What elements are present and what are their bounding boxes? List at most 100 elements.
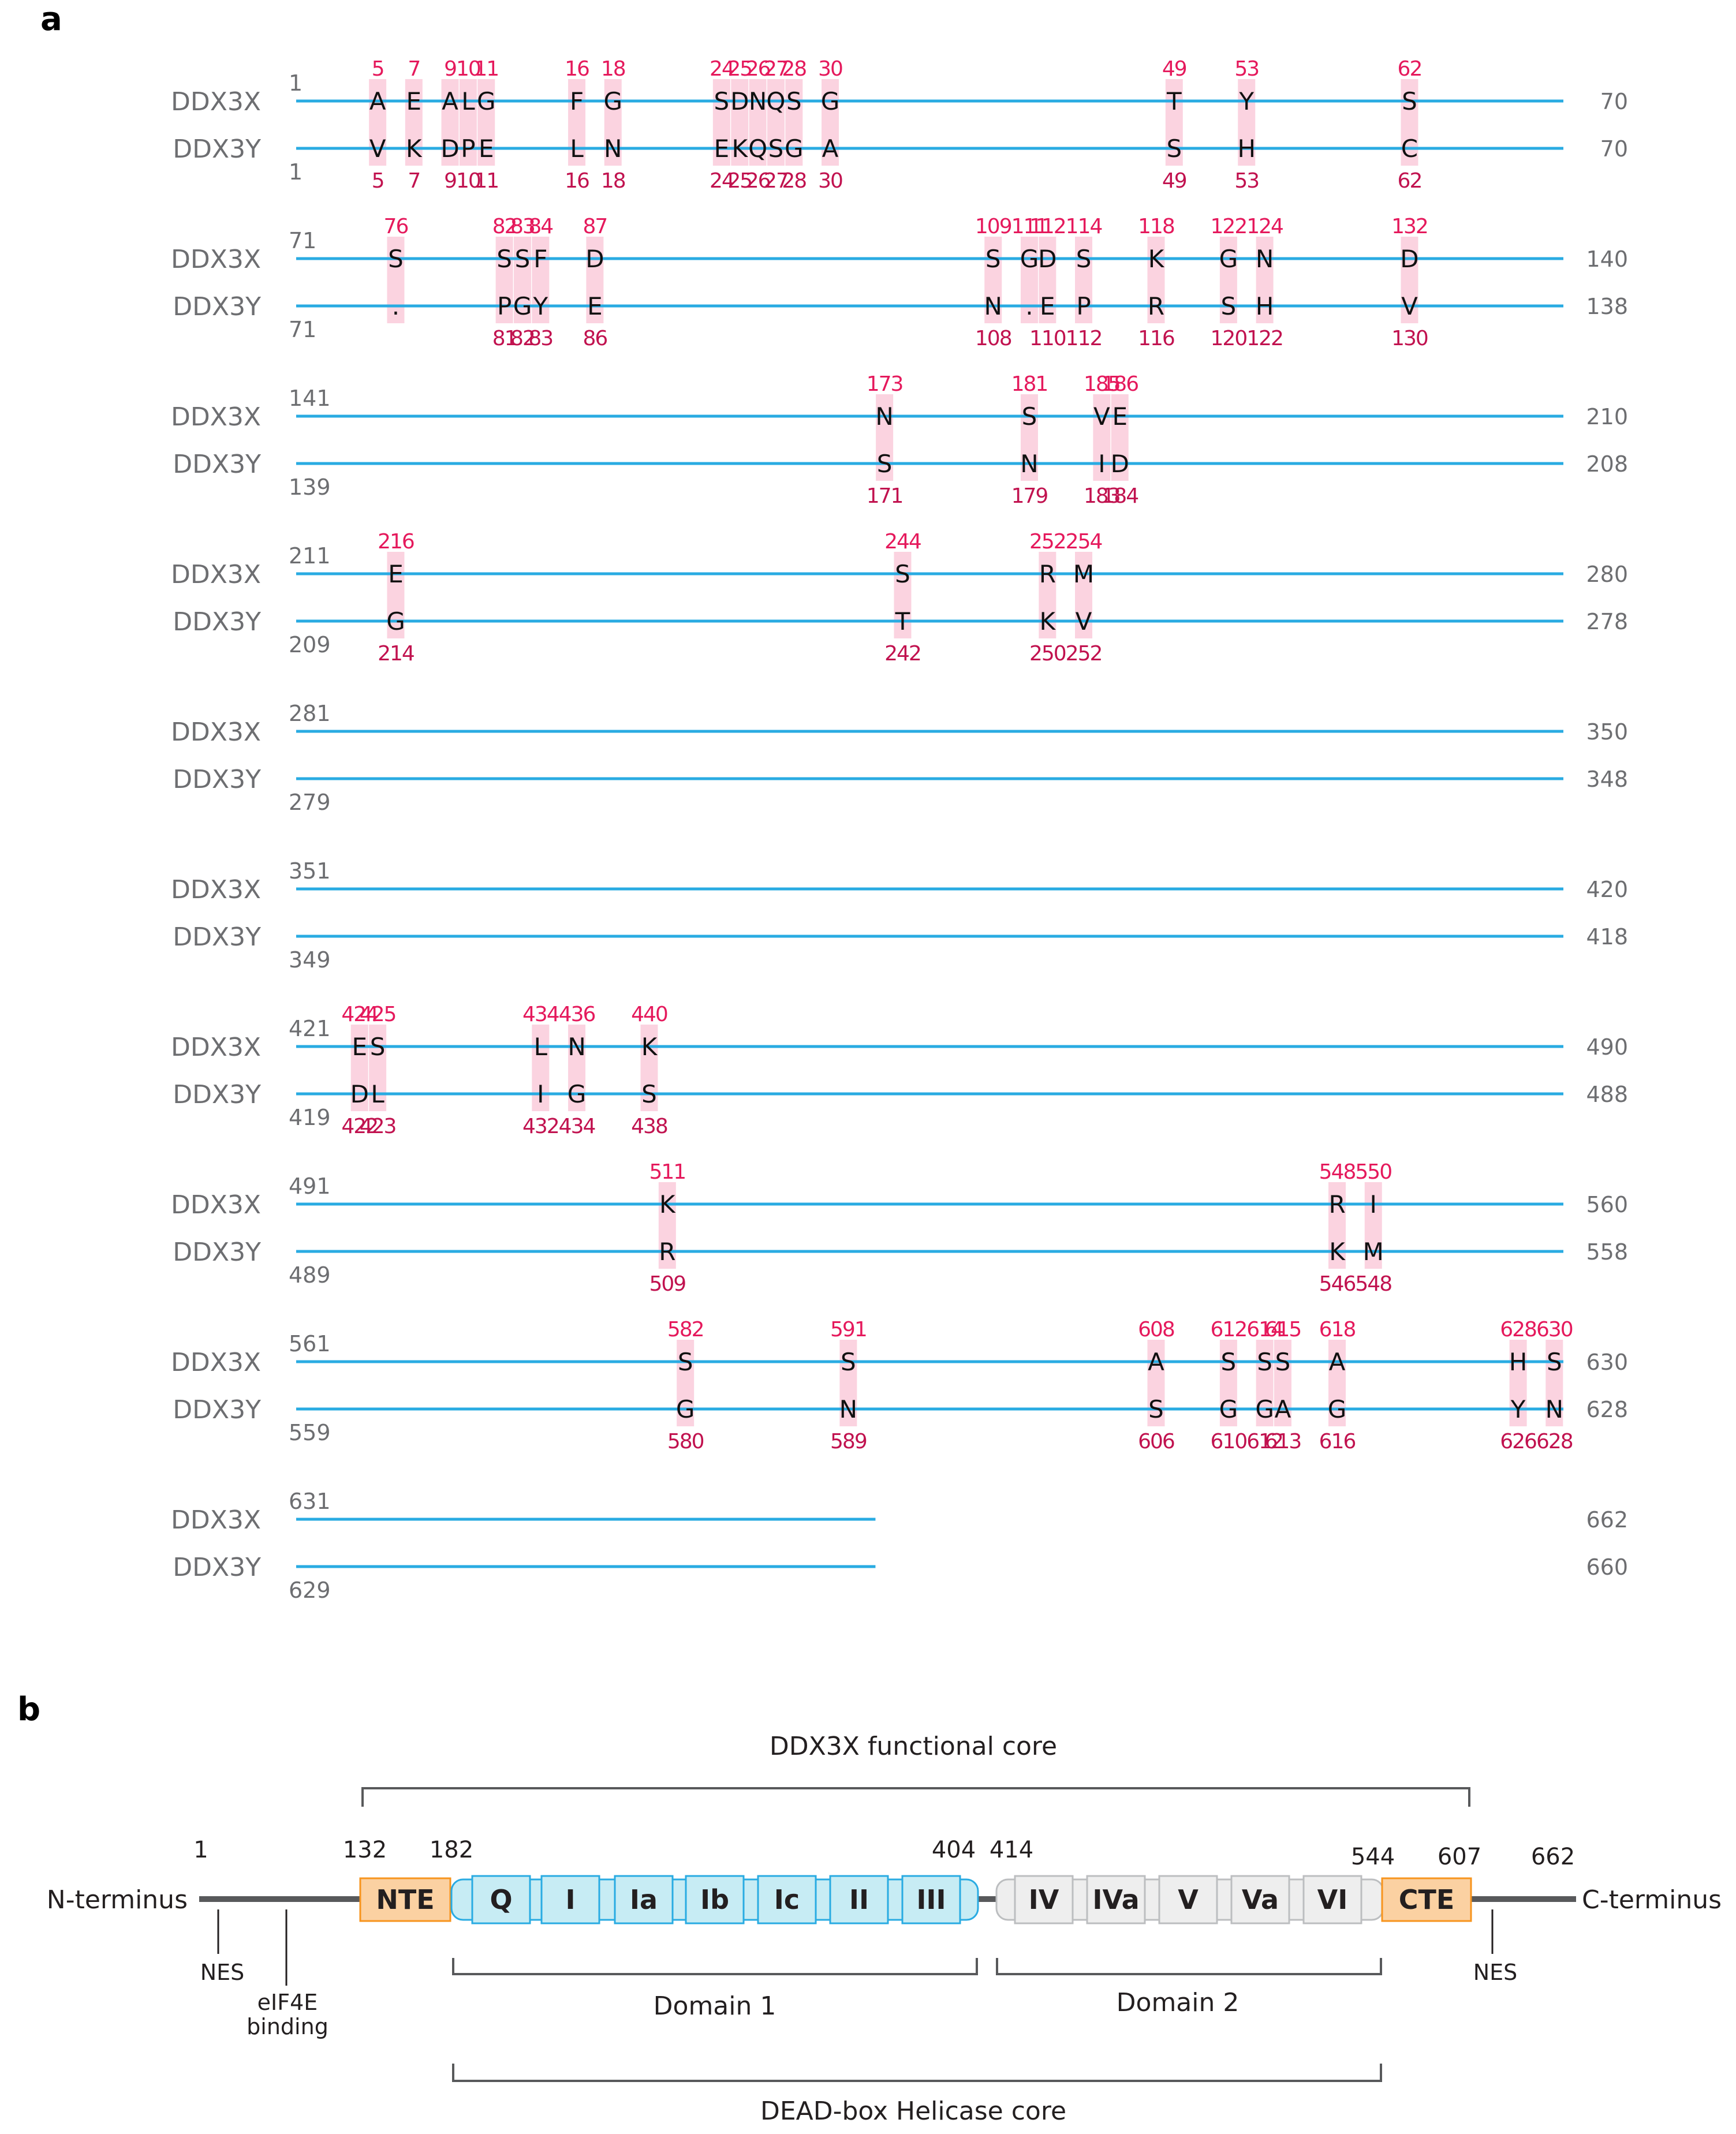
ddx3x-position-number: 434 <box>522 1003 559 1026</box>
ddx3x-position-number: 24 <box>710 57 734 81</box>
ddx3y-residue: G <box>785 134 804 163</box>
mutation-highlight <box>477 79 495 166</box>
ddx3y-position-number: 7 <box>408 169 420 193</box>
alignment-row: DDX3XDDX3Y717114013876S.82SP8183SG8284FY… <box>171 215 1628 350</box>
mutation-highlight <box>586 237 604 323</box>
ddx3x-residue: H <box>1509 1348 1528 1376</box>
ddx3y-residue: V <box>1401 292 1418 320</box>
ddx3x-position-number: 614 <box>1246 1318 1283 1341</box>
ddx3x-position-number: 87 <box>583 215 607 238</box>
domain1-motif-box <box>614 1875 674 1924</box>
ddx3y-residue: M <box>1363 1238 1384 1266</box>
position-label: 607 <box>1438 1844 1481 1870</box>
ddx3y-residue: K <box>731 134 748 163</box>
ddx3x-position-number: 76 <box>384 215 408 238</box>
ddx3x-residue: D <box>1400 245 1418 273</box>
ddx3x-position-number: 244 <box>884 530 921 554</box>
ddx3x-residue: D <box>1038 245 1056 273</box>
ddx3y-end-number: 558 <box>1586 1239 1628 1265</box>
ddx3x-residue: V <box>1093 402 1110 431</box>
mutation-highlight <box>640 1025 658 1111</box>
ddx3x-position-number: 173 <box>867 372 903 396</box>
domain2-motif-box <box>1302 1875 1362 1924</box>
ddx3y-position-number: 18 <box>601 169 625 193</box>
mutation-highlight <box>1328 1340 1346 1426</box>
mutation-highlight <box>1111 394 1129 481</box>
ddx3x-residue: N <box>568 1033 585 1061</box>
ddx3x-position-number: 16 <box>565 57 589 81</box>
ddx3x-residue: Y <box>1238 87 1254 115</box>
ddx3x-row-label: DDX3X <box>171 402 261 432</box>
ddx3y-position-number: 548 <box>1355 1272 1391 1296</box>
ddx3y-residue: V <box>369 134 386 163</box>
mutation-highlight <box>677 1340 695 1426</box>
ddx3y-residue: R <box>1148 292 1164 320</box>
domain1-motif-box <box>829 1875 889 1924</box>
ddx3x-start-number: 1 <box>289 70 303 96</box>
ddx3x-residue: S <box>841 1348 856 1376</box>
ddx3y-residue: Y <box>532 292 548 320</box>
ddx3x-position-number: 84 <box>528 215 552 238</box>
domain2-motif-box <box>1014 1875 1074 1924</box>
ddx3x-position-number: 25 <box>727 57 752 81</box>
ddx3x-residue: K <box>659 1190 676 1219</box>
ddx3x-residue: S <box>985 245 1001 273</box>
ddx3y-position-number: 422 <box>341 1115 378 1138</box>
mutation-highlight <box>1256 237 1274 323</box>
domain1-motif-label: Ic <box>774 1884 800 1915</box>
ddx3y-position-number: 83 <box>528 327 552 350</box>
panel-b-letter: b <box>17 1691 40 1728</box>
ddx3x-residue: D <box>730 87 749 115</box>
ddx3x-row-label: DDX3X <box>171 717 261 747</box>
ddx3x-start-number: 561 <box>289 1331 331 1356</box>
ddx3y-position-number: 250 <box>1029 642 1066 666</box>
ddx3x-position-number: 252 <box>1029 530 1066 554</box>
ddx3y-position-number: 214 <box>378 642 414 666</box>
ddx3x-position-number: 30 <box>818 57 842 81</box>
ddx3x-row-label: DDX3X <box>171 560 261 589</box>
mutation-highlight <box>532 237 550 323</box>
mutation-highlight <box>532 1025 550 1111</box>
mutation-highlight <box>568 1025 586 1111</box>
ddx3x-row-label: DDX3X <box>171 1033 261 1062</box>
ddx3x-residue: A <box>1329 1348 1346 1376</box>
ddx3x-residue: G <box>477 87 496 115</box>
ddx3y-end-number: 660 <box>1586 1554 1628 1580</box>
ddx3y-position-number: 9 <box>444 169 456 193</box>
ddx3y-position-number: 86 <box>583 327 607 350</box>
mutation-highlight <box>876 394 894 481</box>
ddx3y-position-number: 30 <box>818 169 842 193</box>
ddx3y-end-number: 348 <box>1586 767 1628 792</box>
ddx3y-position-number: 616 <box>1319 1430 1356 1453</box>
ddx3y-position-number: 432 <box>522 1115 559 1138</box>
ddx3x-residue: F <box>533 245 547 273</box>
mutation-highlight <box>1039 237 1056 323</box>
ddx3y-end-number: 138 <box>1586 294 1628 319</box>
mutation-highlight <box>839 1340 857 1426</box>
mutation-highlight <box>1401 79 1418 166</box>
ddx3x-residue: R <box>1328 1190 1345 1219</box>
ddx3y-end-number: 70 <box>1600 136 1628 162</box>
ddx3x-residue: E <box>1112 402 1128 431</box>
domain2-motif-label: IVa <box>1092 1884 1139 1915</box>
ddx3y-residue: G <box>1255 1395 1274 1423</box>
panel-a-alignment: a DDX3XDDX3Y1170705AV57EK79AD910LP1011GE… <box>40 1 1628 1603</box>
ddx3y-position-number: 81 <box>492 327 517 350</box>
ddx3x-position-number: 628 <box>1500 1318 1536 1341</box>
mutation-highlight <box>1219 1340 1237 1426</box>
mutation-highlight <box>350 1025 368 1111</box>
mutation-highlight <box>1219 237 1237 323</box>
alignment-row: DDX3X DDX3Y 211 209 280 278 216 EG 214 244 ST 242 25… <box>171 530 1628 666</box>
ddx3x-residue: E <box>352 1033 367 1061</box>
ddx3x-row-label: DDX3X <box>171 245 261 274</box>
cte-box <box>1381 1877 1472 1922</box>
ddx3y-residue: E <box>479 134 494 163</box>
domain1-motif-label: Ia <box>630 1884 658 1915</box>
domain2-motif-box <box>1158 1875 1218 1924</box>
ddx3y-position-number: 130 <box>1391 327 1428 350</box>
ddx3x-residue: I <box>1370 1190 1377 1219</box>
mutation-highlight <box>1256 1340 1274 1426</box>
ddx3x-residue: D <box>585 245 604 273</box>
mutation-highlight <box>1328 1182 1346 1269</box>
